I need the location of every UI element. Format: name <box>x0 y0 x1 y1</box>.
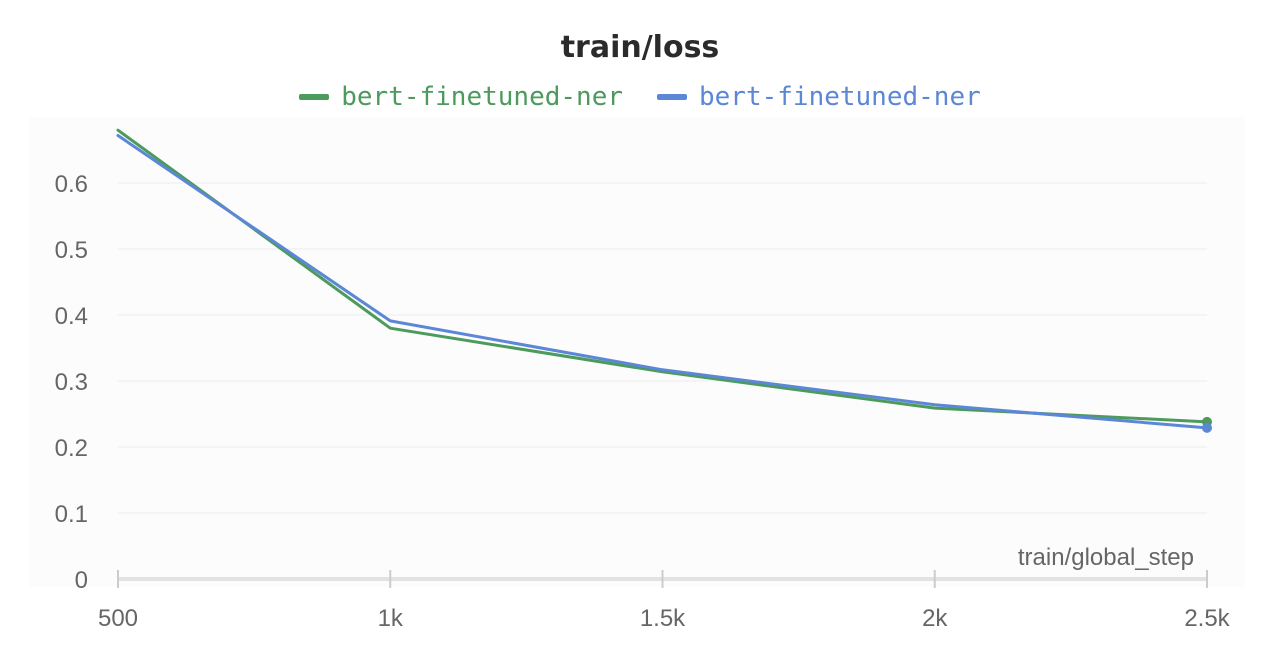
x-tick-label: 2.5k <box>1184 605 1230 632</box>
y-tick-label: 0.1 <box>55 501 88 528</box>
legend-label: bert-finetuned-ner <box>699 82 981 112</box>
legend-item[interactable]: bert-finetuned-ner <box>299 82 623 112</box>
y-tick-label: 0.6 <box>55 171 88 198</box>
legend: bert-finetuned-ner bert-finetuned-ner <box>0 82 1280 112</box>
x-tick-label: 500 <box>98 605 138 632</box>
plot-background <box>30 117 1245 587</box>
x-axis-label: train/global_step <box>1018 544 1194 571</box>
x-tick-label: 1k <box>378 605 404 632</box>
chart-title: train/loss <box>560 30 720 65</box>
y-tick-label: 0.5 <box>55 237 88 264</box>
legend-swatch <box>299 94 330 100</box>
legend-item[interactable]: bert-finetuned-ner <box>657 82 981 112</box>
x-tick-label: 1.5k <box>640 605 686 632</box>
y-tick-label: 0 <box>75 567 88 594</box>
y-tick-label: 0.4 <box>55 303 88 330</box>
series-line <box>116 134 1209 430</box>
x-tick-label: 2k <box>922 605 948 632</box>
legend-label: bert-finetuned-ner <box>341 82 623 112</box>
y-tick-label: 0.3 <box>55 369 88 396</box>
y-tick-label: 0.2 <box>55 435 88 462</box>
legend-swatch <box>657 94 687 100</box>
series-end-point <box>1202 422 1212 433</box>
